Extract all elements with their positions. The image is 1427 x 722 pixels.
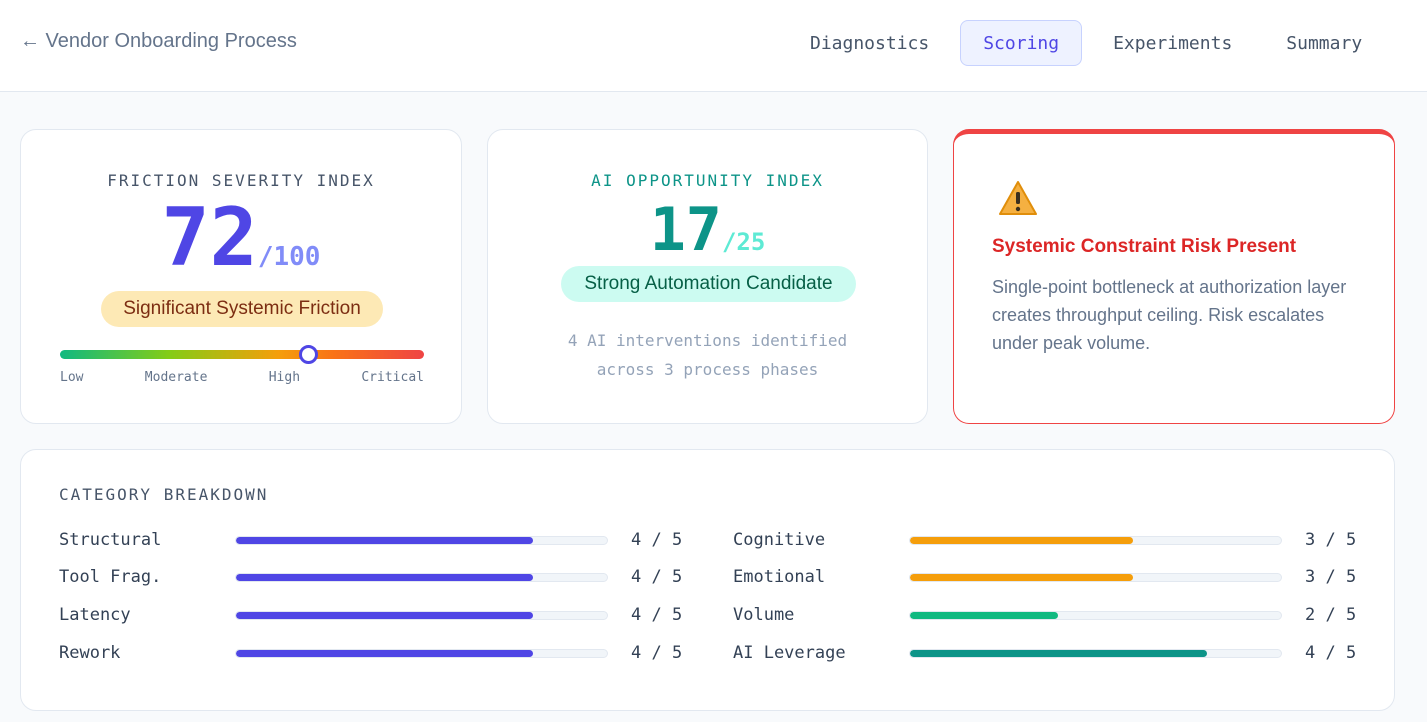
top-bar: ← Vendor Onboarding Process Diagnostics … <box>0 0 1427 92</box>
category-score: 4 / 5 <box>631 530 683 550</box>
friction-score-value: 72 <box>161 191 258 284</box>
risk-alert-card: Systemic Constraint Risk Present Single-… <box>953 129 1395 424</box>
tab-diagnostics[interactable]: Diagnostics <box>810 32 930 54</box>
category-name: AI Leverage <box>733 643 846 663</box>
gauge-ticks: Low Moderate High Critical <box>60 370 424 385</box>
category-bar-fill <box>910 537 1133 544</box>
category-row: Structural 4 / 5 <box>59 528 699 552</box>
category-row: Volume 2 / 5 <box>733 603 1373 627</box>
category-bar-track <box>909 649 1282 658</box>
friction-score: 72/100 <box>21 198 461 278</box>
category-name: Structural <box>59 530 162 550</box>
category-bar-fill <box>910 574 1133 581</box>
category-bar-fill <box>236 650 533 657</box>
friction-status-badge: Significant Systemic Friction <box>101 291 383 327</box>
category-row: Emotional 3 / 5 <box>733 565 1373 589</box>
ai-opportunity-card: AI OPPORTUNITY INDEX 17/25 Strong Automa… <box>487 129 928 424</box>
ai-subtext: 4 AI interventions identified across 3 p… <box>488 326 927 384</box>
category-bar-track <box>235 649 608 658</box>
risk-description: Single-point bottleneck at authorization… <box>992 277 1347 353</box>
category-breakdown-card: CATEGORY BREAKDOWN Structural 4 / 5 Tool F… <box>20 449 1395 711</box>
category-bar-fill <box>236 537 533 544</box>
friction-score-denominator: /100 <box>257 242 321 272</box>
category-row: Tool Frag. 4 / 5 <box>59 565 699 589</box>
category-breakdown-title: CATEGORY BREAKDOWN <box>59 485 269 504</box>
ai-subtext-line1: 4 AI interventions identified <box>567 331 848 350</box>
friction-title: FRICTION SEVERITY INDEX <box>107 171 375 190</box>
ai-status-badge: Strong Automation Candidate <box>561 266 856 302</box>
category-name: Tool Frag. <box>59 567 162 587</box>
ai-score-denominator: /25 <box>721 228 766 256</box>
friction-severity-card: FRICTION SEVERITY INDEX 72/100 Significa… <box>20 129 462 424</box>
category-score: 3 / 5 <box>1305 567 1357 587</box>
category-name: Volume <box>733 605 795 625</box>
category-score: 4 / 5 <box>631 643 683 663</box>
warning-icon <box>999 181 1037 215</box>
back-link[interactable]: ← Vendor Onboarding Process <box>20 30 297 52</box>
category-row: Cognitive 3 / 5 <box>733 528 1373 552</box>
category-bar-fill <box>236 612 533 619</box>
ai-score: 17/25 <box>488 200 927 260</box>
gauge-marker <box>298 345 318 364</box>
category-bar-track <box>909 536 1282 545</box>
category-bar-track <box>235 536 608 545</box>
tab-scoring[interactable]: Scoring <box>960 20 1083 66</box>
tab-bar: Diagnostics Scoring Experiments Summary <box>787 20 1393 66</box>
category-score: 4 / 5 <box>631 567 683 587</box>
gauge-tick-high: High <box>268 370 301 385</box>
category-bar-track <box>235 573 608 582</box>
category-score: 3 / 5 <box>1305 530 1357 550</box>
category-row: AI Leverage 4 / 5 <box>733 641 1373 665</box>
category-score: 4 / 5 <box>1305 643 1357 663</box>
category-name: Emotional <box>733 567 826 587</box>
category-name: Rework <box>59 643 121 663</box>
ai-subtext-line2: across 3 process phases <box>596 360 819 379</box>
tab-experiments[interactable]: Experiments <box>1113 32 1233 54</box>
category-row: Latency 4 / 5 <box>59 603 699 627</box>
category-bar-fill <box>236 574 533 581</box>
category-name: Cognitive <box>733 530 826 550</box>
category-row: Rework 4 / 5 <box>59 641 699 665</box>
category-score: 2 / 5 <box>1305 605 1357 625</box>
category-bar-track <box>235 611 608 620</box>
category-score: 4 / 5 <box>631 605 683 625</box>
risk-title: Systemic Constraint Risk Present <box>992 236 1297 257</box>
category-bar-track <box>909 573 1282 582</box>
gauge-tick-low: Low <box>60 370 84 385</box>
friction-gauge <box>60 345 424 364</box>
tab-summary[interactable]: Summary <box>1286 32 1363 54</box>
ai-title: AI OPPORTUNITY INDEX <box>591 171 824 190</box>
gauge-tick-moderate: Moderate <box>144 370 208 385</box>
gauge-tick-critical: Critical <box>361 370 424 385</box>
category-bar-fill <box>910 612 1059 619</box>
ai-score-value: 17 <box>649 195 722 265</box>
category-bar-fill <box>910 650 1207 657</box>
category-bar-track <box>909 611 1282 620</box>
category-name: Latency <box>59 605 131 625</box>
